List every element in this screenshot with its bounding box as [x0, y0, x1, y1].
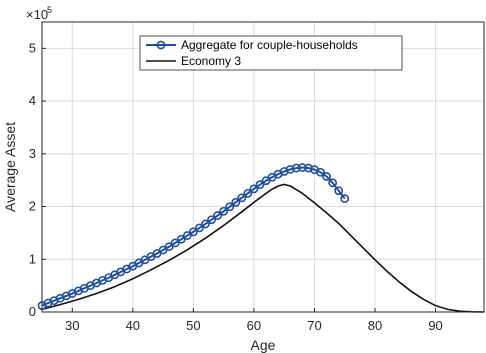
x-tick-label: 50: [186, 318, 200, 333]
legend-box: [139, 35, 403, 71]
data-point: [170, 238, 180, 248]
data-point: [334, 186, 344, 196]
data-point: [304, 163, 313, 173]
data-point: [328, 178, 338, 188]
x-tick-label: 30: [65, 318, 79, 333]
data-point: [188, 227, 198, 237]
legend: Aggregate for couple-households Economy …: [139, 35, 403, 71]
data-point: [207, 215, 216, 225]
data-point: [195, 223, 204, 233]
y-axis-label: Average Asset: [2, 122, 18, 212]
data-point: [164, 242, 174, 252]
data-point: [225, 202, 235, 212]
legend-marker-aggregate: [156, 40, 166, 50]
legend-label-economy-3: Economy 3: [181, 54, 241, 68]
x-tick-label: 70: [307, 318, 321, 333]
data-point: [213, 211, 222, 220]
data-point: [285, 164, 295, 174]
data-point: [176, 234, 186, 244]
data-point: [316, 167, 325, 177]
y-tick-label: 4: [29, 93, 36, 108]
tick-labels: 30 40 50 60 70 80 90 0 1 2 3 4 5: [29, 40, 443, 333]
plot-frame: [41, 21, 485, 313]
x-tick-label: 40: [126, 318, 140, 333]
y-tick-label: 1: [29, 251, 36, 266]
x-tick-label: 80: [368, 318, 382, 333]
x-tick-label: 60: [247, 318, 261, 333]
data-point: [201, 219, 210, 229]
data-point: [237, 193, 247, 203]
y-tick-label: 2: [29, 199, 36, 214]
x-tick-label: 90: [428, 318, 442, 333]
data-point: [243, 188, 253, 198]
y-axis-exponent-power: 5: [47, 5, 52, 15]
legend-label-aggregate: Aggregate for couple-households: [181, 38, 358, 52]
data-point: [249, 184, 259, 194]
data-point: [291, 163, 301, 173]
y-tick-label: 5: [29, 40, 36, 55]
data-point: [219, 206, 229, 216]
y-axis-exponent-base: ×10: [26, 7, 48, 22]
data-point: [297, 163, 307, 172]
data-point: [182, 231, 192, 240]
data-point: [340, 194, 350, 204]
y-tick-label: 0: [29, 304, 36, 319]
y-tick-label: 3: [29, 146, 36, 161]
data-point: [231, 197, 241, 207]
x-axis-label: Age: [251, 337, 276, 353]
series-layer: [37, 163, 485, 313]
data-point: [322, 172, 331, 181]
series-line-economy-3: [41, 183, 485, 313]
data-point: [255, 180, 265, 190]
